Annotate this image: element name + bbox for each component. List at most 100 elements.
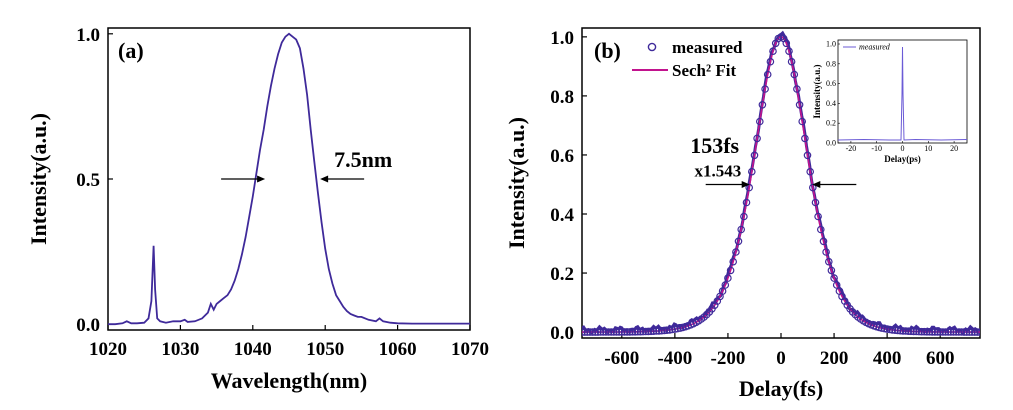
measured-point <box>832 281 841 289</box>
measured-point <box>801 134 809 143</box>
x-tick-label: 1020 <box>89 339 127 360</box>
pulse-width-label: 153fs <box>690 133 739 158</box>
fwhm-label: 7.5nm <box>334 147 392 172</box>
inset-y-tick-label: 0.8 <box>826 59 836 68</box>
measured-point <box>766 57 775 66</box>
fwhm-arrowhead-right <box>320 175 329 183</box>
measured-point <box>649 327 658 336</box>
inset-y-axis-title: Intensity(a.u.) <box>812 64 822 118</box>
y-tick-label: 0.2 <box>550 264 574 285</box>
x-tick-label: 400 <box>873 348 902 369</box>
x-tick-label: -200 <box>711 348 746 369</box>
plot-frame <box>107 27 471 331</box>
measured-point <box>933 328 942 336</box>
measured-point <box>936 328 945 336</box>
measured-point <box>957 328 966 336</box>
inset-trace <box>837 46 968 141</box>
spectrum-line <box>108 32 470 326</box>
measured-point <box>798 117 807 126</box>
inset-y-tick-label: 0.2 <box>826 119 836 128</box>
inset-x-tick-label: -20 <box>846 144 857 153</box>
x-axis-title: Wavelength(nm) <box>211 368 367 393</box>
measured-point <box>594 328 602 336</box>
measured-point <box>742 198 751 207</box>
measured-point <box>729 257 738 266</box>
measured-point <box>803 151 812 160</box>
y-tick-label: 0.5 <box>76 170 100 191</box>
chart-panel-a: 1020 1030 1040 1050 1060 1070 0.0 0.5 1.0 Wavelen… <box>26 25 489 393</box>
plot-area <box>582 30 980 336</box>
measured-point <box>607 328 616 336</box>
measured-point <box>819 237 828 246</box>
measured-point <box>615 328 623 336</box>
measured-point <box>946 328 955 336</box>
measured-point <box>755 117 764 126</box>
measured-point <box>734 237 743 246</box>
measured-point <box>976 328 980 336</box>
legend-label-measured: measured <box>672 38 743 57</box>
fwhm-arrowhead-left <box>257 175 266 183</box>
measured-point <box>883 325 891 333</box>
measured-point <box>663 326 671 335</box>
y-tick-label: 0.8 <box>550 87 574 108</box>
measured-point <box>782 39 791 48</box>
measured-point <box>724 274 732 282</box>
measured-point <box>923 327 931 336</box>
x-tick-label: 200 <box>820 348 849 369</box>
legend-label-fit: Sech² Fit <box>672 61 736 80</box>
measured-point <box>787 57 796 66</box>
measured-point <box>591 328 600 336</box>
measured-point <box>617 328 626 336</box>
fwhm-arrowhead-left <box>741 180 750 188</box>
measured-point <box>893 326 902 335</box>
x-tick-label: -600 <box>604 348 639 369</box>
inset-x-tick-label: -10 <box>871 144 882 153</box>
measured-point <box>609 328 618 336</box>
measured-point <box>657 326 666 335</box>
measured-point <box>962 328 971 336</box>
measured-point <box>970 328 979 336</box>
inset-y-tick-label: 1.0 <box>826 40 836 49</box>
measured-point <box>785 47 793 56</box>
measured-point <box>625 328 634 336</box>
measured-point <box>888 326 897 334</box>
measured-point <box>628 327 637 336</box>
measured-point <box>639 327 647 336</box>
y-axis-title: Intensity(a.u.) <box>504 117 529 249</box>
measured-point <box>941 328 950 336</box>
y-tick-label: 0.6 <box>550 146 574 167</box>
measured-point <box>827 266 836 275</box>
measured-point <box>583 328 592 336</box>
x-tick-label: 1060 <box>379 339 417 360</box>
inset-x-axis-title: Delay(ps) <box>884 154 921 164</box>
inset-x-tick-label: 20 <box>950 144 958 153</box>
measured-point <box>909 327 918 336</box>
measured-point <box>652 327 661 335</box>
measured-point <box>960 328 968 336</box>
measured-point <box>673 324 682 333</box>
measured-point <box>668 325 677 334</box>
x-tick-label: 1070 <box>451 339 489 360</box>
measured-point <box>925 327 934 336</box>
measured-point <box>795 101 804 109</box>
measured-point <box>740 212 748 221</box>
measured-point <box>660 326 669 335</box>
x-axis-title: Delay(fs) <box>739 376 823 401</box>
measured-point <box>830 274 838 282</box>
measured-point <box>954 328 963 336</box>
measured-point <box>896 326 905 335</box>
measured-point <box>790 70 799 79</box>
measured-point <box>586 328 594 336</box>
y-axis-title: Intensity(a.u.) <box>26 113 51 245</box>
inset-y-tick-label: 0.4 <box>826 99 836 108</box>
measured-point <box>718 287 727 295</box>
measured-point <box>904 327 913 336</box>
x-tick-label: 600 <box>926 348 955 369</box>
measured-point <box>620 328 629 336</box>
measured-point <box>732 248 740 256</box>
measured-point <box>588 328 597 336</box>
x-tick-label: 1050 <box>306 339 344 360</box>
measured-point <box>824 257 833 266</box>
x-tick-label: -400 <box>657 348 692 369</box>
measured-point <box>952 328 960 336</box>
